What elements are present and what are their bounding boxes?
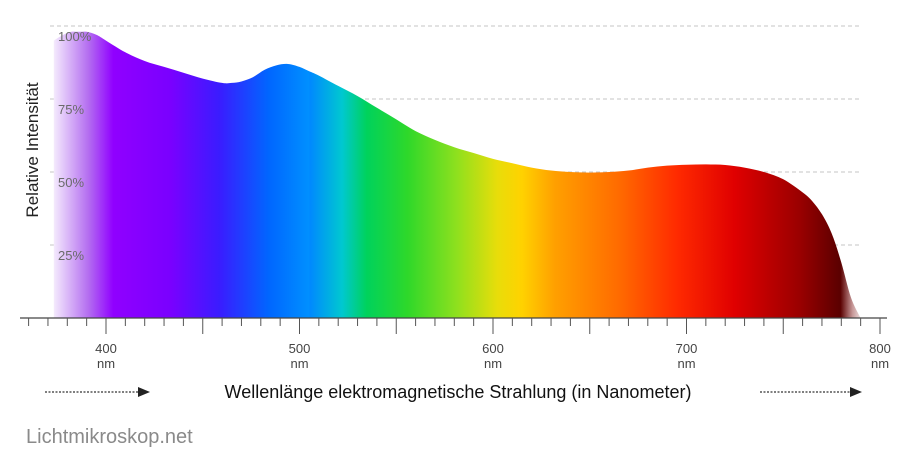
x-tick-unit-400: nm bbox=[97, 356, 115, 371]
x-axis-label: Wellenlänge elektromagnetische Strahlung… bbox=[225, 382, 692, 402]
x-tick-label-700: 700 bbox=[676, 341, 698, 356]
left-arrow bbox=[45, 387, 150, 397]
x-tick-unit-800: nm bbox=[871, 356, 889, 371]
right-arrow bbox=[760, 387, 862, 397]
y-tick-label-50: 50% bbox=[58, 175, 84, 190]
y-tick-label-75: 75% bbox=[58, 102, 84, 117]
spectrum-area bbox=[53, 31, 861, 318]
x-tick-label-400: 400 bbox=[95, 341, 117, 356]
y-axis-ticks: 25% 50% 75% 100% bbox=[58, 29, 92, 263]
watermark-logo-text: Lichtmikroskop.net bbox=[26, 426, 193, 448]
x-tick-unit-500: nm bbox=[290, 356, 308, 371]
x-tick-label-800: 800 bbox=[869, 341, 891, 356]
x-tick-label-500: 500 bbox=[289, 341, 311, 356]
y-tick-label-25: 25% bbox=[58, 248, 84, 263]
x-tick-label-600: 600 bbox=[482, 341, 504, 356]
x-tick-unit-600: nm bbox=[484, 356, 502, 371]
y-axis-label: Relative Intensität bbox=[23, 82, 42, 217]
y-tick-label-100: 100% bbox=[58, 29, 92, 44]
x-tick-unit-700: nm bbox=[677, 356, 695, 371]
